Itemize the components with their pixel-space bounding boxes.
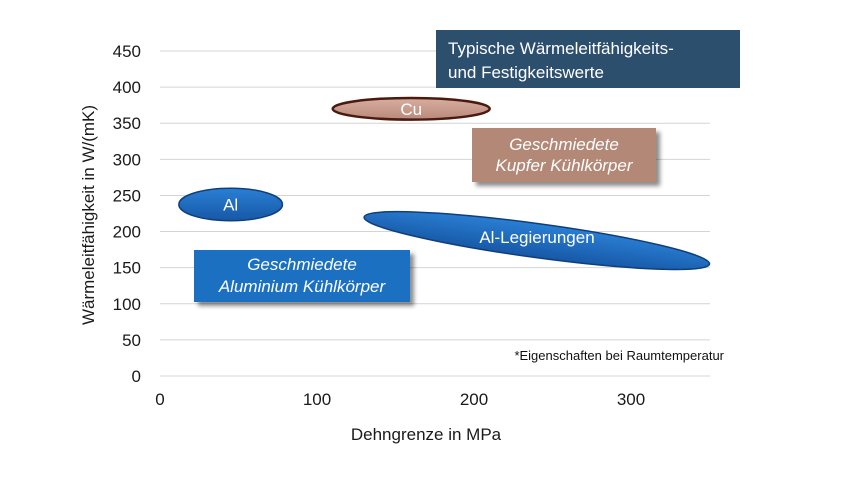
- x-tick-labels: 0 100 200 300: [155, 390, 645, 409]
- region-al-legierungen: [363, 210, 711, 271]
- title-line-2: und Festigkeitswerte: [448, 63, 604, 82]
- x-tick-100: 100: [303, 390, 331, 409]
- y-tick-450: 450: [113, 42, 141, 61]
- title-line-1: Typische Wärmeleitfähigkeits-: [448, 39, 674, 58]
- region-label-al-legierungen: Al-Legierungen: [479, 228, 594, 247]
- copper-annotation-box: [472, 128, 656, 182]
- y-axis-label: Wärmeleitfähigkeit in W/(mK): [79, 105, 98, 325]
- y-tick-labels: 0 50 100 150 200 250 300 350 400 450: [113, 42, 141, 386]
- x-tick-200: 200: [460, 390, 488, 409]
- region-label-cu: Cu: [400, 100, 422, 119]
- copper-annotation-line-1: Geschmiedete: [509, 135, 619, 154]
- region-cu: [331, 96, 491, 121]
- data-regions: Cu Al Al-Legierungen: [178, 96, 711, 271]
- y-tick-400: 400: [113, 78, 141, 97]
- y-tick-200: 200: [113, 223, 141, 242]
- y-tick-150: 150: [113, 259, 141, 278]
- y-tick-300: 300: [113, 150, 141, 169]
- aluminium-annotation-line-1: Geschmiedete: [247, 255, 357, 274]
- aluminium-annotation-line-2: Aluminium Kühlkörper: [218, 277, 387, 296]
- region-al: [178, 187, 284, 222]
- y-tick-350: 350: [113, 114, 141, 133]
- title-box: Typische Wärmeleitfähigkeits- und Festig…: [436, 30, 740, 88]
- x-axis-label: Dehngrenze in MPa: [351, 425, 502, 444]
- footnote: *Eigenschaften bei Raumtemperatur: [514, 348, 724, 363]
- y-tick-50: 50: [122, 331, 141, 350]
- region-label-al: Al: [223, 195, 238, 214]
- y-tick-250: 250: [113, 186, 141, 205]
- y-tick-100: 100: [113, 295, 141, 314]
- x-tick-300: 300: [617, 390, 645, 409]
- aluminium-annotation-box: [194, 250, 410, 302]
- x-tick-0: 0: [155, 390, 164, 409]
- y-tick-0: 0: [132, 367, 141, 386]
- copper-annotation-line-2: Kupfer Kühlkörper: [495, 156, 633, 175]
